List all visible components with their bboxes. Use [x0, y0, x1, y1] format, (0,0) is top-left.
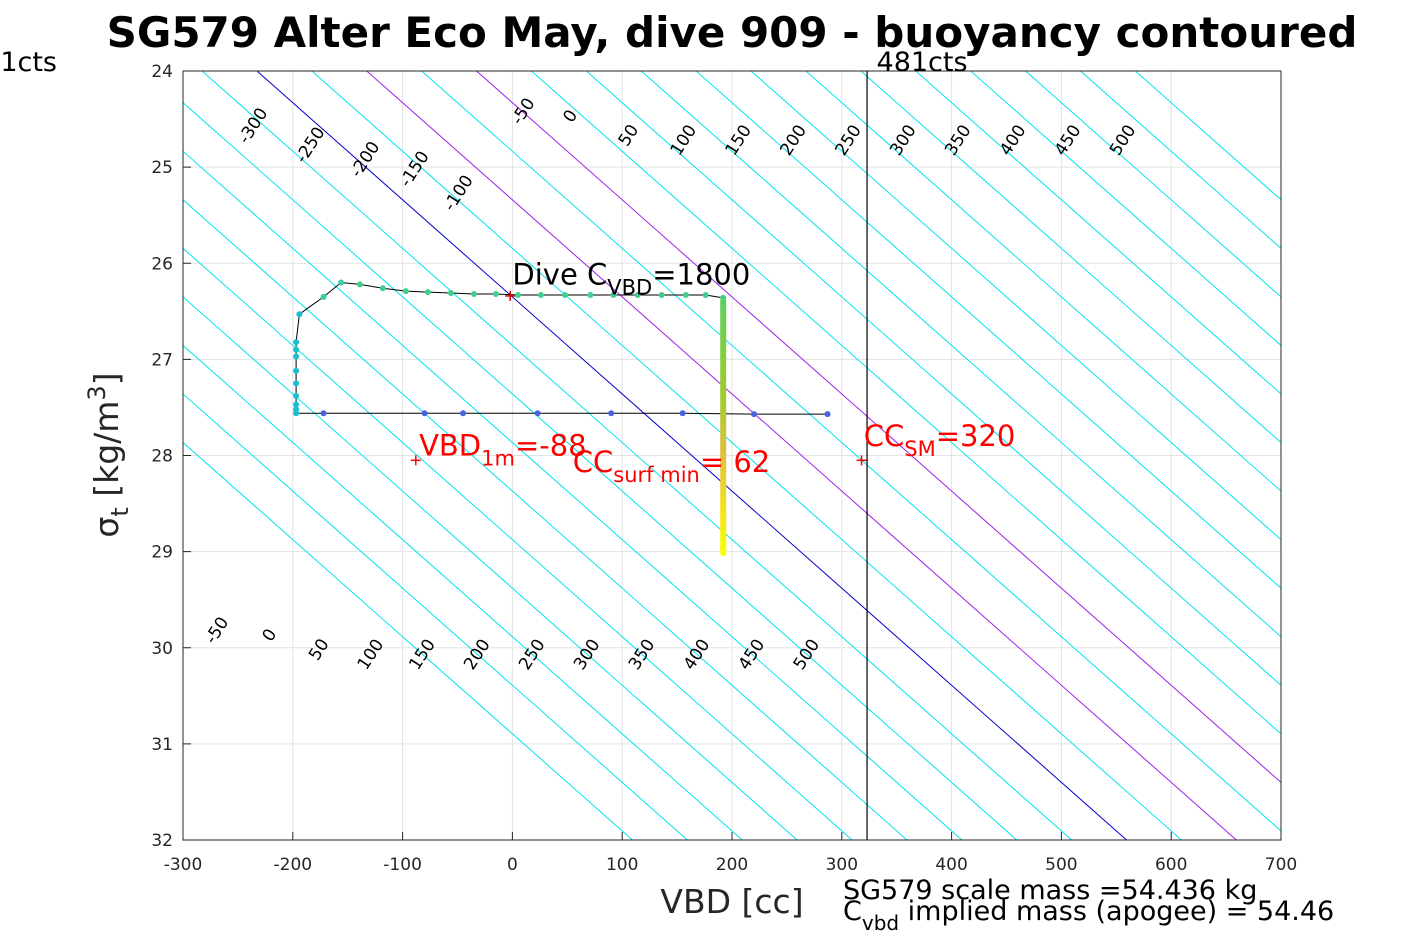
x-tick-label: 600	[1155, 855, 1187, 875]
scale-mass-text: SG579 scale mass =54.436 kg	[843, 875, 1257, 906]
x-tick-label: 500	[1045, 855, 1077, 875]
dive-point	[750, 411, 757, 418]
dive-point	[608, 410, 615, 417]
left-count-label: 1cts	[0, 47, 57, 78]
dive-point	[338, 279, 345, 286]
cc-sm-annotation: CCSM=320	[864, 419, 1016, 461]
contour-line	[183, 296, 798, 840]
dive-point	[679, 410, 686, 417]
dive-point	[447, 290, 454, 297]
dive-point	[356, 281, 363, 288]
contour-line	[750, 71, 1281, 541]
y-tick-label: 25	[151, 158, 173, 178]
x-tick-label: -300	[164, 855, 203, 875]
cc-surf-min-annotation: CCsurf min= 62	[573, 445, 770, 487]
dive-point	[296, 311, 303, 318]
x-tick-label: 200	[716, 855, 748, 875]
dive-point	[537, 291, 544, 298]
dive-point	[379, 285, 386, 292]
dive-point	[459, 410, 466, 417]
vertical-line-label: 481cts	[877, 47, 968, 78]
dive-point	[293, 406, 300, 413]
contour-line	[915, 71, 1281, 395]
dive-point	[534, 410, 541, 417]
contour-line	[970, 71, 1281, 347]
x-tick-label: 300	[826, 855, 858, 875]
y-axis-ticks: 24 25 26 27 28 29 30 31 32	[151, 62, 191, 851]
contour-line	[183, 102, 1018, 840]
contour-line	[1025, 71, 1281, 298]
x-tick-label: -200	[274, 855, 313, 875]
dive-trace	[293, 279, 831, 557]
dive-point	[634, 291, 641, 298]
y-tick-label: 27	[151, 350, 173, 370]
x-axis-ticks: -300 -200 -100 0 100 200 300 400 500 600 700	[164, 832, 1297, 875]
x-tick-label: 100	[606, 855, 638, 875]
x-tick-label: 400	[935, 855, 967, 875]
dive-point	[293, 380, 300, 387]
surface-bar	[720, 297, 727, 557]
contour-line	[695, 71, 1281, 589]
contour-line	[183, 441, 633, 840]
dive-point	[293, 353, 300, 360]
contour-line	[531, 71, 1281, 735]
x-tick-label: -100	[383, 855, 422, 875]
contour-lines	[183, 71, 1281, 840]
contour-line	[586, 71, 1281, 686]
x-tick-label: 700	[1265, 855, 1297, 875]
dive-point	[424, 289, 431, 296]
contour-line	[1080, 71, 1281, 250]
implied-mass-text: Cvbd implied mass (apogee) = 54.46	[843, 896, 1334, 935]
dive-cvbd-annotation: Dive CVBD=1800	[512, 257, 750, 299]
dive-point	[824, 411, 831, 418]
dive-point	[293, 346, 300, 353]
dive-point	[562, 291, 569, 298]
dive-point	[702, 291, 709, 298]
contour-line	[183, 247, 853, 840]
dive-point	[610, 291, 617, 298]
y-tick-label: 24	[151, 62, 173, 82]
y-tick-label: 29	[151, 543, 173, 563]
contour-line	[640, 71, 1281, 638]
contour-line	[311, 71, 1182, 840]
chart-title: SG579 Alter Eco May, dive 909 - buoyancy…	[107, 8, 1358, 57]
y-tick-label: 31	[151, 735, 173, 755]
y-tick-label: 32	[151, 831, 173, 851]
contour-line	[476, 71, 1281, 784]
contour-line	[366, 71, 1237, 840]
contour-line	[1135, 71, 1281, 201]
contour-line	[201, 71, 1072, 840]
dive-point	[293, 401, 300, 408]
contour-line	[183, 199, 908, 840]
markers	[410, 290, 867, 466]
contour-line	[860, 71, 1281, 444]
contour-line	[805, 71, 1281, 492]
dive-point	[470, 291, 477, 298]
dive-point	[293, 392, 300, 399]
dive-point	[658, 291, 665, 298]
dive-point	[402, 288, 409, 295]
contour-line	[256, 71, 1127, 840]
x-axis-label: VBD [cc]	[660, 882, 803, 921]
dive-point	[682, 291, 689, 298]
dive-point	[293, 339, 300, 346]
dive-point	[293, 367, 300, 374]
dive-point	[492, 291, 499, 298]
y-tick-label: 28	[151, 447, 173, 467]
dive-point	[320, 293, 327, 300]
dive-point	[320, 410, 327, 417]
y-axis-label: σt [kg/m3]	[83, 372, 134, 537]
x-tick-label: 0	[507, 855, 518, 875]
vbd-1m-annotation: VBD1m=-88	[419, 429, 587, 471]
contour-line	[183, 344, 743, 840]
dive-point	[421, 410, 428, 417]
y-tick-label: 26	[151, 254, 173, 274]
dive-point	[514, 291, 521, 298]
contour-line	[421, 71, 1281, 832]
contour-line	[183, 393, 688, 840]
dive-point	[587, 291, 594, 298]
contour-line	[183, 150, 963, 840]
y-tick-label: 30	[151, 639, 173, 659]
